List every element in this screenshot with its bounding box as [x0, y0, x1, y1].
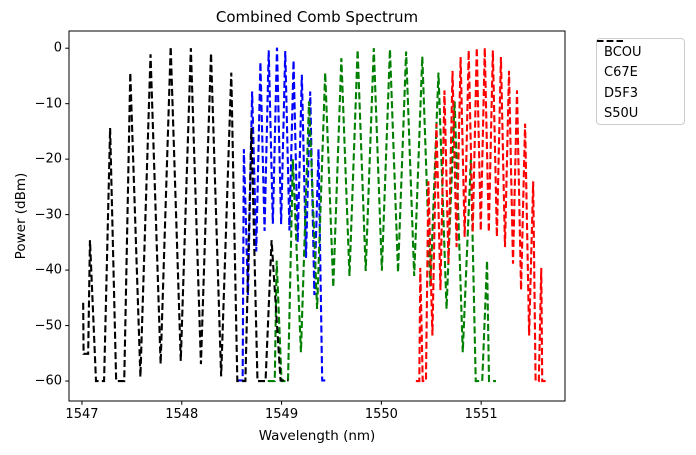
y-tick-label: −40	[34, 262, 62, 278]
x-tick-label: 1548	[165, 407, 199, 422]
axes-frame	[68, 30, 566, 402]
y-tick-label: −10	[34, 96, 62, 112]
y-axis-label: Power (dBm)	[13, 172, 29, 260]
legend-label: C67E	[604, 65, 638, 81]
legend-label: S50U	[604, 106, 639, 122]
y-tick-label: −50	[34, 318, 62, 334]
x-tick-label: 1549	[265, 407, 299, 422]
legend-label: BCOU	[604, 44, 642, 60]
legend-item-BCOU: BCOU	[597, 39, 684, 63]
x-tick-label: 1551	[464, 407, 498, 422]
x-axis-label: Wavelength (nm)	[258, 428, 376, 444]
legend-line-sample	[597, 39, 625, 43]
x-tick-label: 1547	[65, 407, 99, 422]
series-line-BCOU	[236, 47, 327, 382]
legend: BCOU C67E D5F3 S50U	[596, 38, 685, 125]
chart-title: Combined Comb Spectrum	[215, 8, 419, 26]
series-line-C67E	[267, 48, 496, 383]
series-line-S50U	[82, 46, 289, 383]
legend-label: D5F3	[604, 85, 639, 101]
y-tick-label: −30	[34, 207, 62, 223]
y-tick-label: 0	[53, 40, 62, 56]
x-tick-label: 1550	[364, 407, 398, 422]
y-tick-label: −60	[34, 373, 62, 389]
series-line-D5F3	[415, 47, 546, 383]
legend-item-S50U: S50U	[597, 39, 684, 125]
y-tick-label: −20	[34, 151, 62, 167]
legend-item-D5F3: D5F3	[597, 39, 684, 104]
legend-item-C67E: C67E	[597, 39, 684, 84]
